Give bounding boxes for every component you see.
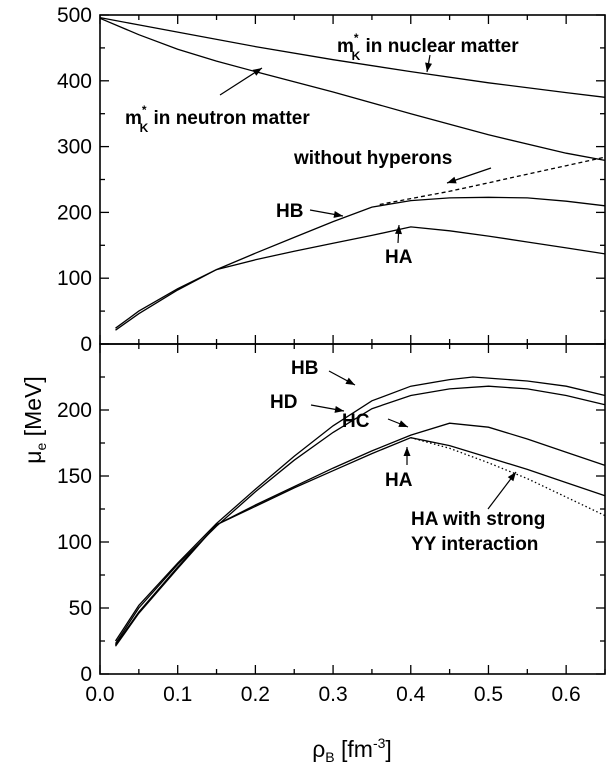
- tick-labels: 0 100 200 300 400 500 0 50 100 150 200 0.0 0.1 0.2 0.3…: [57, 4, 581, 706]
- annotation-top-hb: HB: [276, 201, 303, 222]
- y-tick-label: 0: [80, 663, 92, 686]
- x-tick-label: 0.6: [552, 683, 581, 706]
- series-line-bottom-4: [410, 437, 606, 517]
- y-tick-label: 0: [80, 333, 92, 356]
- series-line-top-3: [115, 196, 606, 329]
- top-panel-frame: [99, 14, 606, 345]
- annotation-bottom-ha: HA: [385, 470, 413, 491]
- x-axis-title: ρB [fm-3]: [312, 735, 392, 765]
- y-tick-label: 500: [57, 4, 92, 27]
- annotation-bottom-hb: HB: [291, 358, 318, 379]
- series-line-bottom-2: [114, 422, 606, 646]
- annotation-bottom-hc: HC: [342, 411, 370, 432]
- y-tick-label: 100: [57, 267, 92, 290]
- annotation-without-hyperons: without hyperons: [293, 148, 452, 169]
- series-line-bottom-1: [114, 385, 606, 644]
- annotation-arrow-head: [403, 447, 411, 456]
- y-axis-title: μe [MeV]: [20, 376, 49, 464]
- annotation-arrow-head: [425, 62, 433, 72]
- series-line-bottom-0: [114, 376, 606, 642]
- x-tick-label: 0.4: [396, 683, 426, 706]
- series-line-bottom-3: [114, 437, 606, 647]
- y-tick-label: 150: [57, 465, 92, 488]
- annotation-arrow-head: [333, 210, 343, 218]
- series-line-top-0: [99, 16, 606, 98]
- annotation-top-ha: HA: [385, 247, 413, 268]
- annotation-arrow-head: [447, 176, 457, 184]
- annotation-arrow-head: [345, 377, 355, 385]
- annotation-mk-neutron: m* K in neutron matter: [125, 103, 310, 135]
- series-line-top-4: [115, 226, 606, 331]
- annotation-mk-nuclear: m* K in nuclear matter: [337, 31, 519, 63]
- annotation-arrow-head: [398, 420, 408, 427]
- x-tick-label: 0.3: [318, 683, 347, 706]
- x-tick-label: 0.0: [85, 683, 114, 706]
- annotation-arrow-head: [334, 405, 344, 413]
- series-curves: [99, 16, 606, 647]
- annotation-bottom-hd: HD: [270, 392, 297, 413]
- x-tick-label: 0.1: [163, 683, 192, 706]
- x-tick-label: 0.2: [241, 683, 270, 706]
- series-line-top-1: [99, 17, 606, 162]
- annotation-arrow-head: [395, 225, 402, 235]
- x-tick-label: 0.5: [474, 683, 503, 706]
- y-tick-label: 50: [69, 597, 92, 620]
- annotation-ha-strong-line1: HA with strong: [411, 509, 545, 530]
- y-tick-label: 200: [57, 399, 92, 422]
- y-tick-label: 300: [57, 136, 92, 159]
- y-tick-label: 400: [57, 70, 92, 93]
- annotation-ha-strong-line2: YY interaction: [411, 534, 538, 555]
- y-tick-label: 200: [57, 201, 92, 224]
- series-line-top-2: [379, 156, 606, 206]
- annotation-arrows: [219, 54, 517, 510]
- annotation-arrow-head: [252, 68, 262, 76]
- tick-marks: [99, 14, 606, 675]
- y-tick-label: 100: [57, 531, 92, 554]
- annotation-arrow-head: [507, 472, 516, 482]
